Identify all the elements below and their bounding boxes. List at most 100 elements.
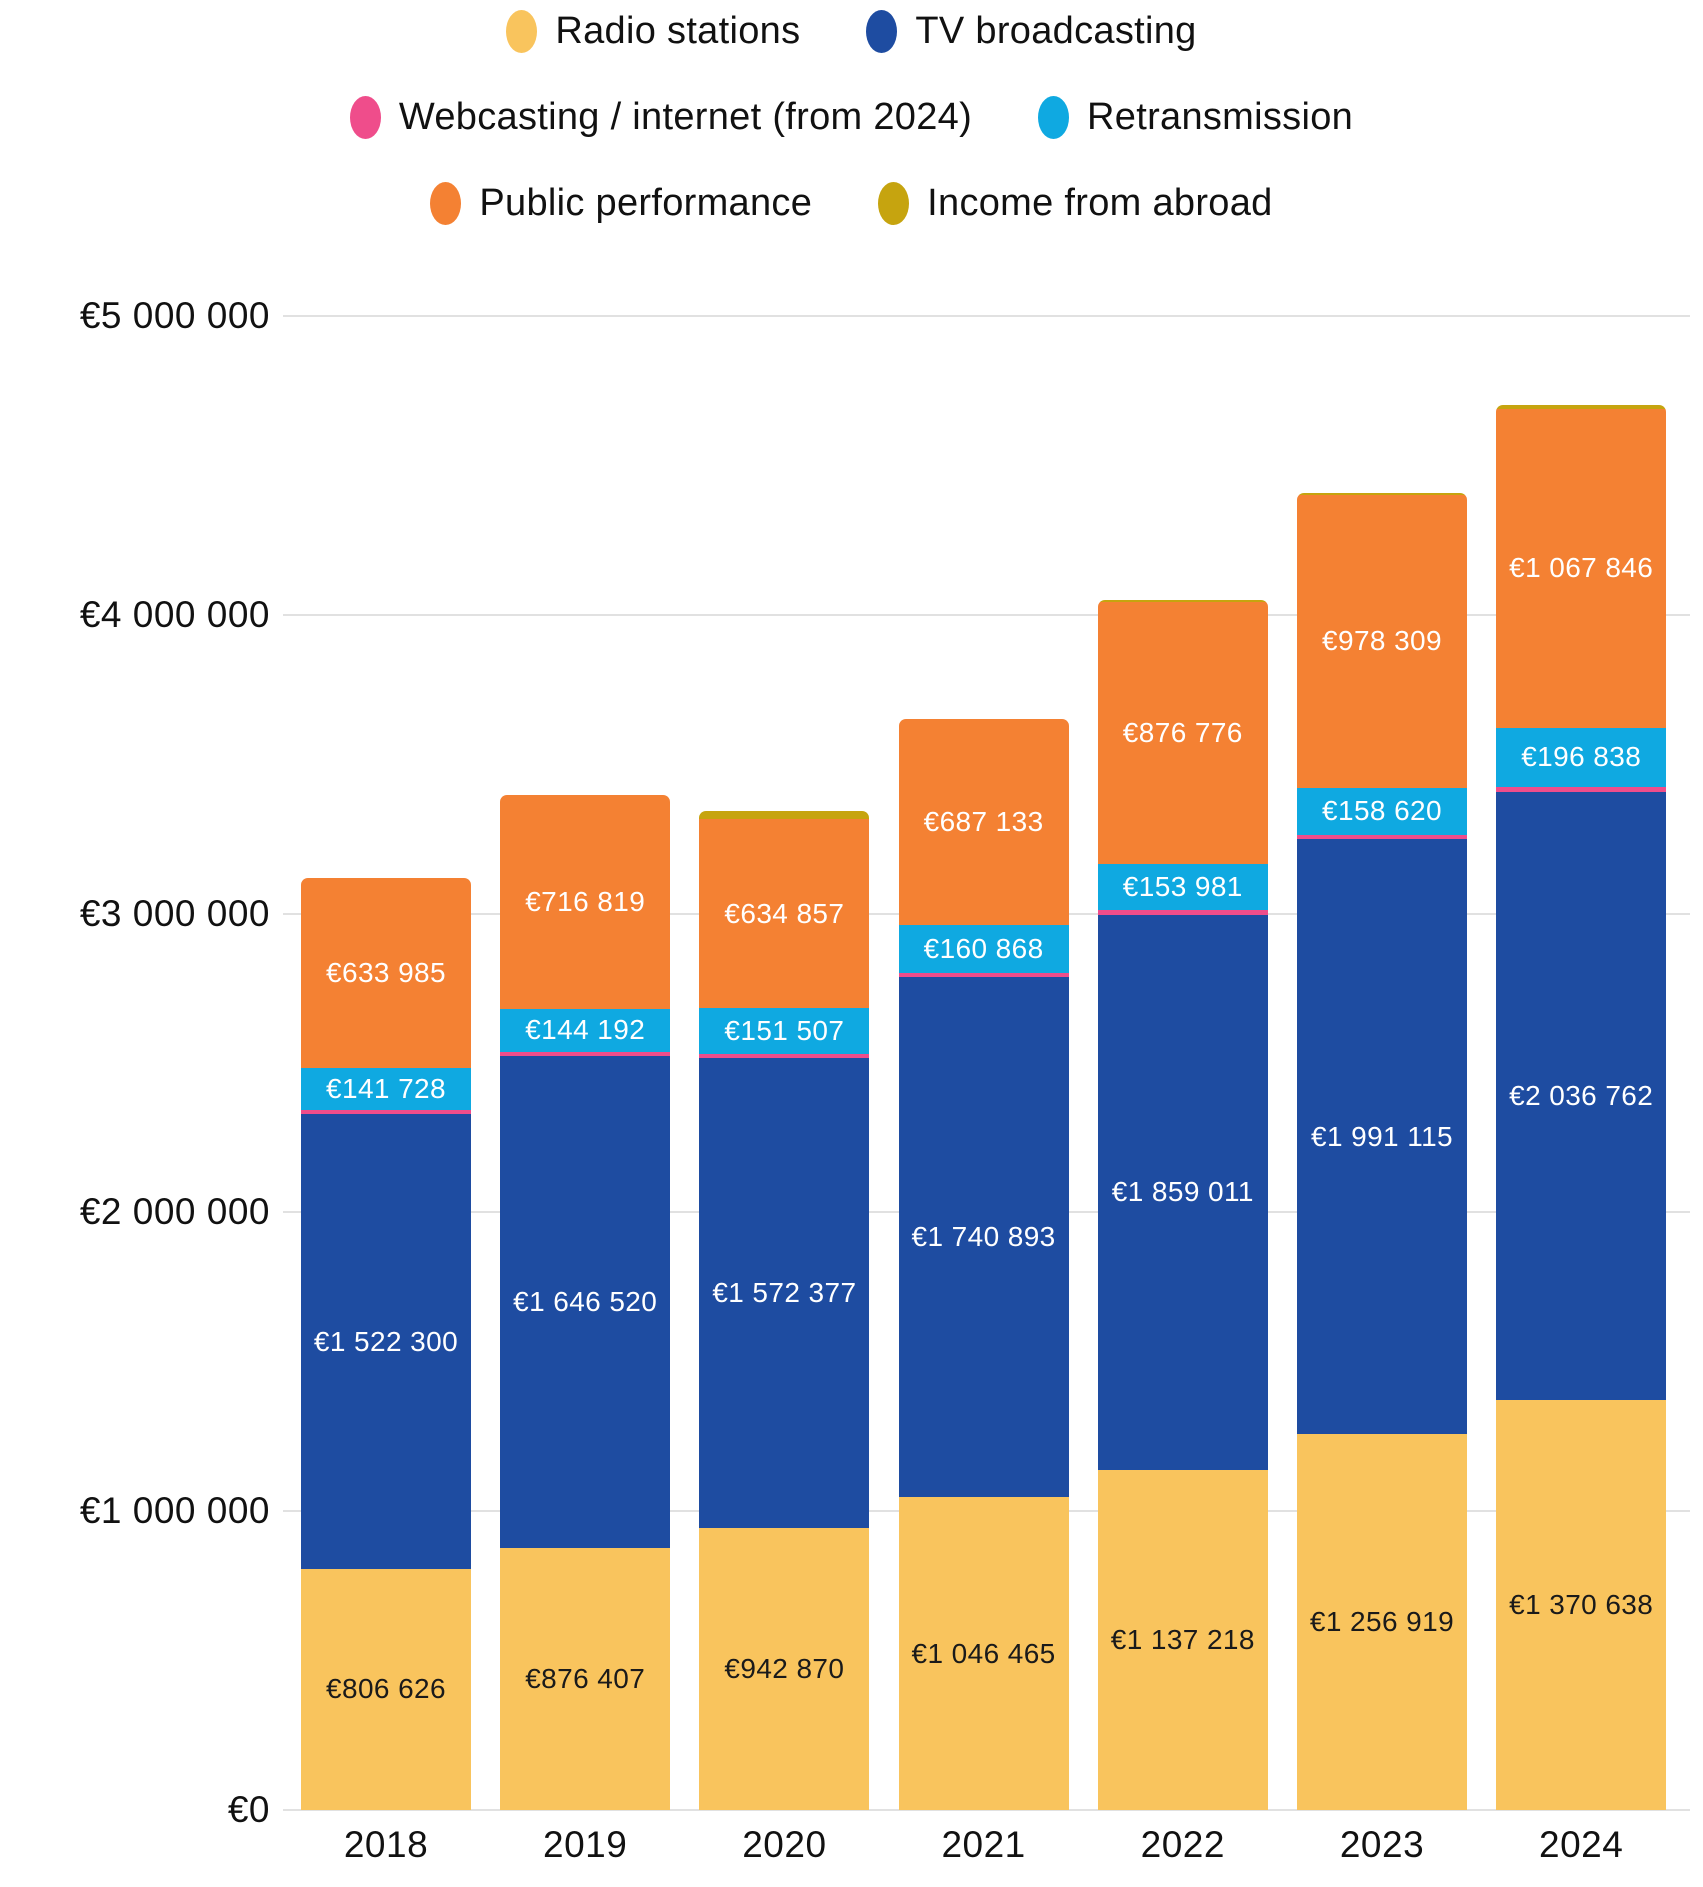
legend-item-retransmission: Retransmission — [1038, 94, 1353, 140]
value-label-retransmission-2022: €153 981 — [1122, 871, 1243, 903]
segment-tv-broadcasting-2024 — [1496, 791, 1667, 1401]
x-axis-label-2021: 2021 — [941, 1824, 1026, 1865]
gridline-4-000-000 — [283, 613, 1690, 616]
x-axis-label-2018: 2018 — [343, 1824, 429, 1865]
public-performance-swatch-icon — [430, 181, 462, 225]
legend-row-2: Webcasting / internet (from 2024) Retran… — [349, 94, 1353, 140]
y-axis-label-3-000-000: €3 000 000 — [79, 892, 270, 934]
value-label-public-performance-2022: €876 776 — [1122, 717, 1243, 749]
value-label-radio-stations-2022: €1 137 218 — [1110, 1624, 1255, 1656]
segment-webcasting-internet-from-2024-2019 — [500, 1051, 671, 1057]
value-label-tv-broadcasting-2018: €1 522 300 — [313, 1325, 459, 1357]
value-label-radio-stations-2024: €1 370 638 — [1509, 1589, 1654, 1621]
legend-item-tv-broadcasting: TV broadcasting — [866, 8, 1196, 54]
value-label-public-performance-2019: €716 819 — [525, 885, 646, 917]
segment-retransmission-2020 — [699, 1008, 870, 1054]
segment-radio-stations-2021 — [898, 1497, 1069, 1810]
value-label-radio-stations-2018: €806 626 — [326, 1673, 446, 1705]
value-label-radio-stations-2023: €1 256 919 — [1309, 1606, 1455, 1638]
value-label-public-performance-2018: €633 985 — [326, 956, 446, 988]
value-label-retransmission-2018: €141 728 — [326, 1072, 446, 1104]
bar-2020 — [699, 810, 870, 1810]
x-axis-label-2023: 2023 — [1339, 1824, 1425, 1865]
legend-row-1: Radio stations TV broadcasting — [506, 8, 1196, 54]
value-label-tv-broadcasting-2021: €1 740 893 — [911, 1221, 1056, 1253]
segment-webcasting-internet-from-2024-2022 — [1097, 910, 1268, 915]
segment-retransmission-2022 — [1097, 864, 1268, 911]
legend: Radio stations TV broadcasting Webcastin… — [0, 0, 1703, 226]
segment-retransmission-2024 — [1496, 727, 1667, 787]
x-axis-label-2024: 2024 — [1539, 1824, 1624, 1865]
legend-label-radio-stations: Radio stations — [555, 10, 801, 52]
bar-2021 — [898, 719, 1069, 1810]
segment-tv-broadcasting-2021 — [898, 977, 1069, 1498]
segment-tv-broadcasting-2020 — [699, 1058, 870, 1529]
income-from-abroad-swatch-icon — [878, 181, 910, 225]
segment-webcasting-internet-from-2024-2018 — [301, 1109, 471, 1115]
segment-public-performance-2018 — [301, 878, 471, 1068]
gridline-0 — [283, 1809, 1690, 1811]
segment-public-performance-2024 — [1496, 408, 1667, 728]
segment-public-performance-2020 — [699, 818, 870, 1009]
legend-item-radio-stations: Radio stations — [506, 8, 800, 54]
segment-retransmission-2021 — [898, 924, 1069, 973]
tv-broadcasting-swatch-icon — [866, 9, 898, 53]
segment-radio-stations-2019 — [500, 1548, 671, 1810]
segment-retransmission-2019 — [500, 1008, 671, 1052]
segment-radio-stations-2023 — [1297, 1434, 1467, 1810]
value-label-radio-stations-2020: €942 870 — [724, 1653, 845, 1685]
radio-stations-swatch-icon — [506, 9, 538, 53]
y-axis-label-5-000-000: €5 000 000 — [79, 295, 270, 336]
value-label-radio-stations-2021: €1 046 465 — [911, 1637, 1056, 1669]
segment-income-from-abroad-2020 — [699, 810, 870, 819]
value-label-tv-broadcasting-2019: €1 646 520 — [513, 1286, 658, 1318]
legend-label-tv-broadcasting: TV broadcasting — [915, 10, 1197, 52]
legend-item-income-from-abroad: Income from abroad — [878, 180, 1272, 226]
value-label-public-performance-2020: €634 857 — [724, 897, 845, 929]
segment-radio-stations-2018 — [301, 1568, 471, 1810]
value-label-retransmission-2020: €151 507 — [724, 1015, 845, 1047]
x-axis-label-2020: 2020 — [742, 1824, 827, 1865]
segment-public-performance-2021 — [898, 719, 1069, 925]
y-axis-label-4-000-000: €4 000 000 — [79, 593, 270, 635]
bar-2019 — [500, 794, 671, 1810]
segment-radio-stations-2022 — [1097, 1470, 1268, 1810]
webcasting-swatch-icon — [349, 95, 381, 139]
x-axis-label-2022: 2022 — [1140, 1824, 1225, 1865]
segment-public-performance-2023 — [1297, 495, 1467, 788]
legend-item-webcasting: Webcasting / internet (from 2024) — [349, 94, 973, 140]
value-label-retransmission-2024: €196 838 — [1521, 741, 1642, 773]
value-label-tv-broadcasting-2023: €1 991 115 — [1310, 1120, 1454, 1152]
segment-radio-stations-2020 — [699, 1528, 870, 1810]
x-axis-label-2019: 2019 — [543, 1824, 628, 1865]
legend-label-income-from-abroad: Income from abroad — [927, 182, 1273, 224]
segment-public-performance-2022 — [1097, 602, 1268, 865]
legend-label-webcasting: Webcasting / internet (from 2024) — [398, 96, 973, 138]
y-axis-label-2-000-000: €2 000 000 — [79, 1191, 270, 1233]
value-label-retransmission-2021: €160 868 — [923, 932, 1044, 964]
segment-tv-broadcasting-2022 — [1097, 914, 1268, 1471]
bar-2023 — [1297, 492, 1467, 1810]
segment-retransmission-2018 — [301, 1067, 471, 1110]
bar-2022 — [1097, 599, 1268, 1810]
legend-label-public-performance: Public performance — [479, 182, 813, 224]
segment-tv-broadcasting-2023 — [1297, 839, 1467, 1435]
segment-tv-broadcasting-2019 — [500, 1056, 671, 1549]
segment-income-from-abroad-2023 — [1297, 492, 1467, 496]
bar-2024 — [1496, 405, 1667, 1810]
segment-income-from-abroad-2024 — [1496, 405, 1667, 409]
value-label-retransmission-2023: €158 620 — [1322, 795, 1442, 827]
value-label-tv-broadcasting-2022: €1 859 011 — [1111, 1176, 1254, 1208]
bar-2018 — [301, 878, 471, 1810]
value-label-tv-broadcasting-2020: €1 572 377 — [712, 1277, 857, 1309]
segment-retransmission-2023 — [1297, 787, 1467, 835]
segment-webcasting-internet-from-2024-2020 — [699, 1053, 870, 1059]
value-label-retransmission-2019: €144 192 — [525, 1014, 646, 1046]
value-label-public-performance-2021: €687 133 — [923, 805, 1044, 837]
value-label-radio-stations-2019: €876 407 — [525, 1663, 646, 1695]
segment-public-performance-2019 — [500, 794, 671, 1009]
gridline-5-000-000 — [283, 315, 1690, 317]
legend-item-public-performance: Public performance — [430, 180, 812, 226]
segment-webcasting-internet-from-2024-2021 — [898, 972, 1069, 978]
